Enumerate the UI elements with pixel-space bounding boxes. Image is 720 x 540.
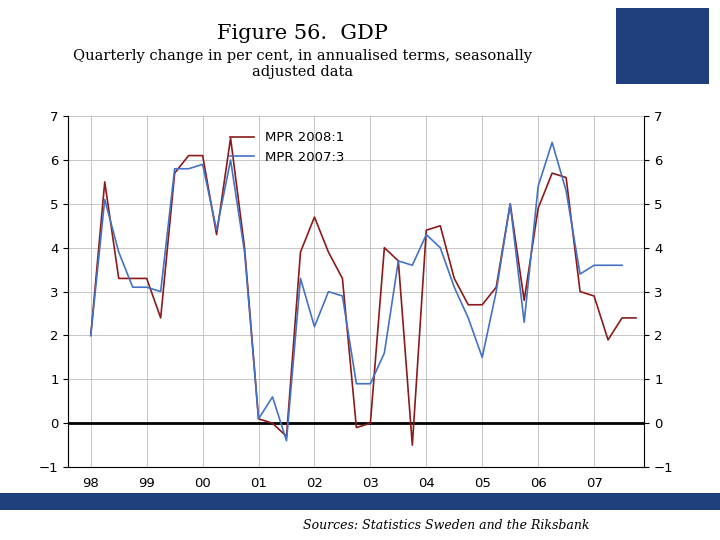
Text: Figure 56.  GDP: Figure 56. GDP (217, 24, 388, 43)
Text: Quarterly change in per cent, in annualised terms, seasonally
adjusted data: Quarterly change in per cent, in annuali… (73, 49, 532, 79)
Text: Sources: Statistics Sweden and the Riksbank: Sources: Statistics Sweden and the Riksb… (303, 519, 590, 532)
Legend: MPR 2008:1, MPR 2007:3: MPR 2008:1, MPR 2007:3 (225, 126, 349, 170)
